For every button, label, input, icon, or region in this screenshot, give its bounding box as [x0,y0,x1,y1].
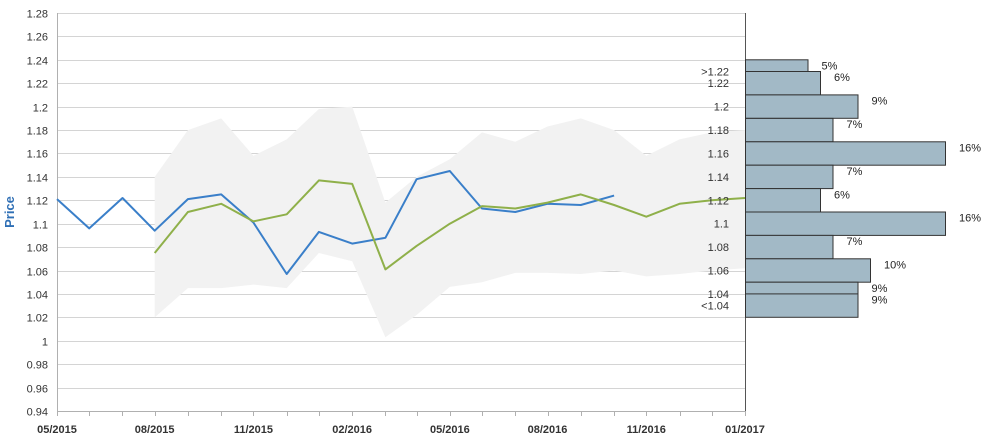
y-tick-label: 1.14 [27,173,48,185]
y-tick-label: 1.26 [27,32,48,44]
histogram-bar [745,117,834,143]
x-tick-label: 05/2015 [37,424,77,436]
y-tick-label: 0.94 [27,407,48,419]
y-tick-label: 1.04 [27,290,48,302]
histogram-bin-label: 1.1 [714,219,729,231]
y-tick-label: 1.28 [27,9,48,21]
histogram-bar [745,293,859,318]
y-tick-label: 1.22 [27,79,48,91]
histogram-percent-label: 16% [959,143,981,155]
y-tick-label: 1.06 [27,267,48,279]
histogram-bar [745,141,946,166]
histogram-bin-label: 1.12 [708,195,729,207]
histogram-percent-label: 10% [884,260,906,272]
y-tick-label: 1.2 [33,103,48,115]
y-tick-label: 1.02 [27,313,48,325]
y-tick-label: 1.12 [27,196,48,208]
series-lines [56,170,746,275]
histogram-percent-label: 7% [847,236,863,248]
series-line-1 [56,170,615,275]
histogram-bin-label: 1.22 [708,78,729,90]
histogram-bin-label: <1.04 [701,301,729,313]
x-tick-label: 11/2015 [234,424,273,436]
histogram-percent-label: 9% [872,295,888,307]
x-tick-label: 11/2016 [627,424,666,436]
histogram-bin-label: 1.04 [708,289,729,301]
histogram-percent-label: 9% [872,283,888,295]
histogram-bin-label: 1.16 [708,149,729,161]
histogram-bar [745,164,834,190]
forecast-band [154,106,745,338]
histogram-percent-label: 6% [834,72,850,84]
histogram-bar [745,188,821,213]
y-tick-labels: 1.28 1.26 1.24 1.22 1.2 1.18 1.16 1.14 1.12 1.1 1.… [27,9,48,419]
histogram-bar [745,234,834,260]
y-axis-label: Price [2,196,17,228]
histogram-bar [745,258,871,283]
histogram-bin-label: 1.14 [708,172,729,184]
forecast-band-area [154,106,745,338]
histogram-percent-label: 7% [847,166,863,178]
y-tick-label: 0.96 [27,384,48,396]
histogram-percent-label: 5% [822,61,838,73]
y-tick-label: 0.98 [27,360,48,372]
x-tick-label: 08/2016 [528,424,568,436]
histogram-bin-label: 1.2 [714,102,729,114]
histogram-percent-label: 7% [847,119,863,131]
histogram-percent-label: 9% [872,96,888,108]
y-tick-label: 1.08 [27,243,48,255]
histogram-bin-label: 1.06 [708,266,729,278]
histogram-bin-label: >1.22 [701,67,729,79]
x-tick-labels: 05/2015 08/2015 11/2015 02/2016 05/2016 08/20… [37,424,765,436]
y-tick-label: 1.16 [27,149,48,161]
histogram-bin-label: 1.18 [708,125,729,137]
y-tick-label: 1.1 [33,220,48,232]
x-tick-label: 01/2017 [725,424,765,436]
histogram-bar [745,71,821,96]
y-tick-label: 1 [42,337,48,349]
histogram-bar [745,211,946,236]
series-line-2 [153,179,746,271]
histogram-percent-label: 16% [959,213,981,225]
x-tick-label: 08/2015 [135,424,175,436]
x-tick-label: 05/2016 [430,424,470,436]
histogram-bar [745,94,859,119]
histogram-percent-label: 6% [834,189,850,201]
histogram-bin-label: 1.08 [708,242,729,254]
y-tick-label: 1.24 [27,56,48,68]
x-tick-label: 02/2016 [332,424,372,436]
histogram: >1.22 5% 1.22 6% 1.2 9% 1.18 7% 1.16 16% 1.14 7% 1.1… [701,59,981,318]
y-tick-label: 1.18 [27,126,48,138]
